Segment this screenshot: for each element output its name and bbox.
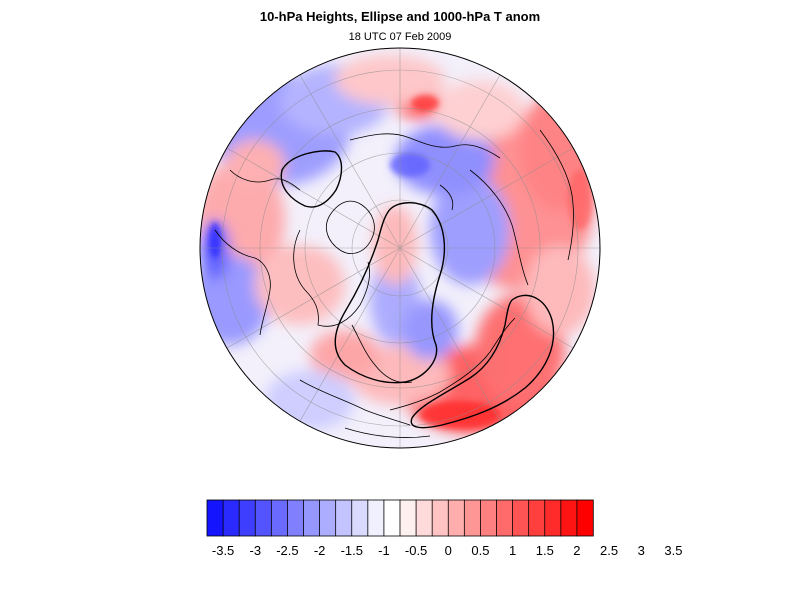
colorbar-swatch <box>463 499 482 537</box>
height-contour-pacific <box>410 294 555 429</box>
colorbar-tick-label: 2.5 <box>600 543 619 558</box>
colorbar-swatch <box>335 499 353 537</box>
globe <box>199 47 601 449</box>
colorbar-swatch <box>303 499 321 537</box>
colorbar-tick-label: 0.5 <box>471 543 490 558</box>
colorbar-labels: -3.5 -3 -2.5 -2 -1.5 -1 -0.5 0 0.5 1 1.5 2 2.5 3 3.5 <box>0 543 800 563</box>
colorbar-swatch <box>544 499 562 537</box>
colorbar <box>206 499 594 537</box>
colorbar-swatch <box>399 499 417 537</box>
coastlines <box>214 129 574 438</box>
colorbar-swatch <box>367 499 385 537</box>
colorbar-swatch <box>512 499 530 537</box>
map-title: 10-hPa Heights, Ellipse and 1000-hPa T a… <box>259 9 541 24</box>
colorbar-swatch <box>270 499 289 537</box>
colorbar-tick-label: -2.5 <box>276 543 299 558</box>
colorbar-swatch <box>576 499 594 537</box>
height-contour-polar-vortex <box>334 202 446 384</box>
colorbar-swatch <box>222 499 240 537</box>
colorbar-tick-label: -3 <box>249 543 262 558</box>
colorbar-swatch <box>238 499 256 537</box>
map-subtitle: 18 UTC 07 Feb 2009 <box>348 31 452 43</box>
colorbar-swatch <box>528 499 546 537</box>
colorbar-tick-label: 1.5 <box>535 543 554 558</box>
colorbar-tick-label: -3.5 <box>211 543 235 558</box>
colorbar-tick-label: 3 <box>637 543 645 558</box>
colorbar-tick-label: -0.5 <box>404 543 428 558</box>
colorbar-tick-label: 1 <box>508 543 517 558</box>
colorbar-swatch <box>254 499 273 537</box>
colorbar-tick-label: 3.5 <box>664 543 683 558</box>
globe-outline <box>199 47 601 449</box>
colorbar-tick-label: -2 <box>313 543 326 558</box>
graticule <box>200 48 600 448</box>
height-contour-closed-low <box>280 150 343 208</box>
colorbar-swatch <box>287 499 305 537</box>
colorbar-tick-label: 0 <box>444 543 452 558</box>
height-contours <box>280 150 555 429</box>
colorbar-swatch <box>496 499 514 537</box>
colorbar-swatch <box>447 499 466 537</box>
colorbar-swatch <box>560 499 578 537</box>
colorbar-tick-label: -1.5 <box>340 543 363 558</box>
colorbar-tick-label: -1 <box>378 543 390 558</box>
colorbar-swatch <box>383 499 401 537</box>
colorbar-swatch <box>206 499 224 537</box>
colorbar-swatch <box>480 499 498 537</box>
colorbar-swatch <box>415 499 433 537</box>
colorbar-tick-label: 2 <box>573 543 581 558</box>
colorbar-swatch <box>319 499 337 537</box>
colorbar-swatch <box>431 499 449 537</box>
colorbar-swatch <box>351 499 369 537</box>
